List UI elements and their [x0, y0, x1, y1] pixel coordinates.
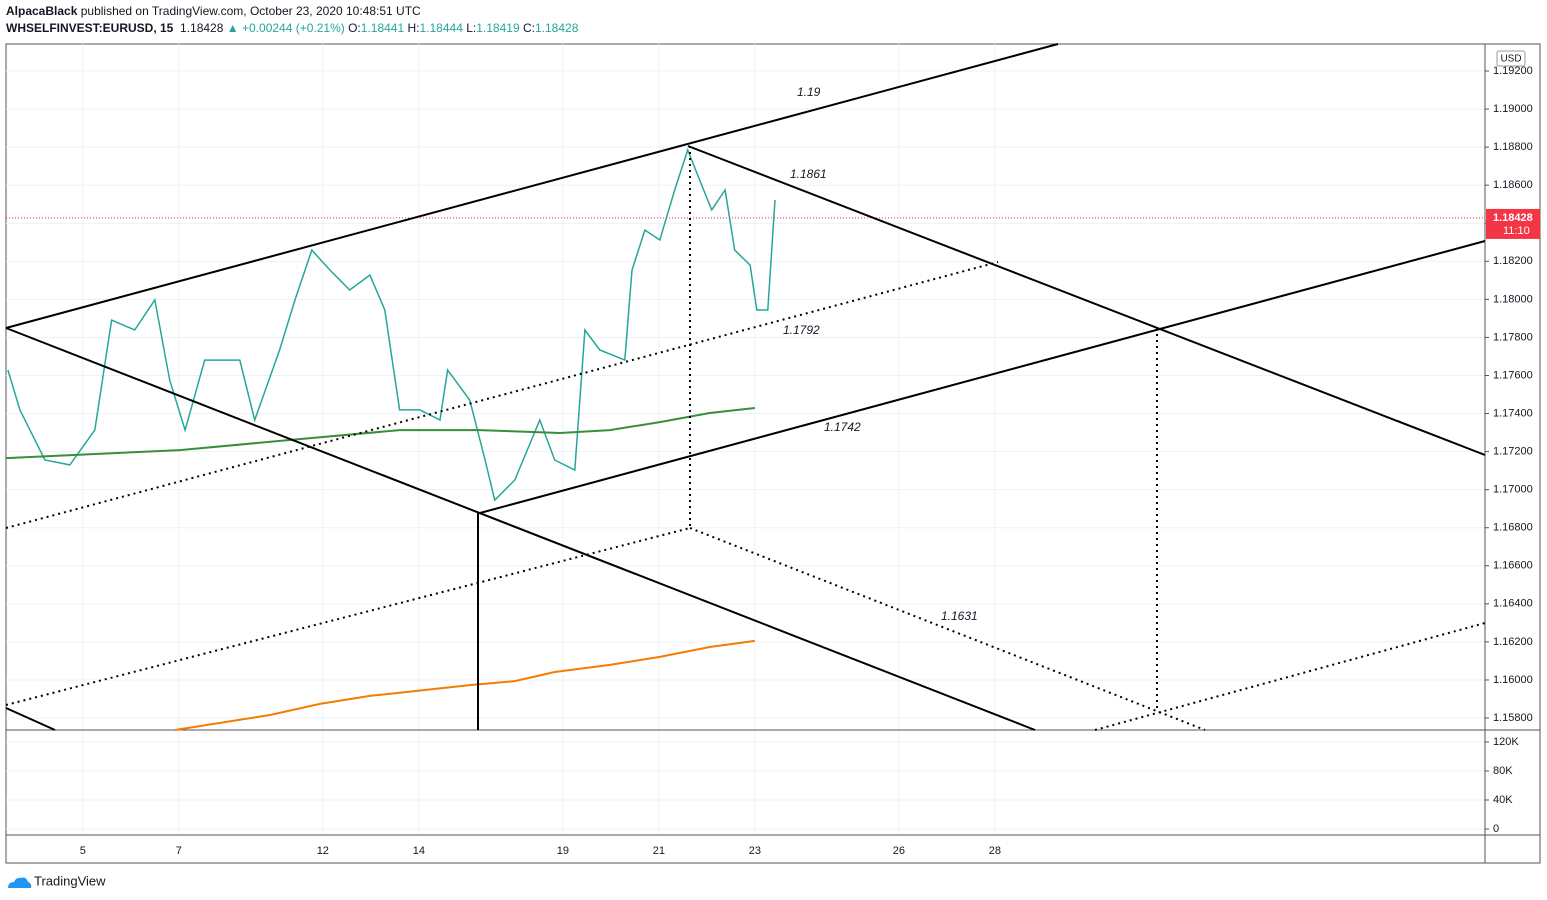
change: +0.00244 (+0.21%): [242, 21, 345, 35]
frame: [5, 43, 1541, 864]
y-tick-label: 1.18600: [1493, 179, 1533, 191]
dotted-line: [1094, 622, 1486, 731]
y-tick-label: 1.16400: [1493, 598, 1533, 610]
x-tick-label: 28: [989, 845, 1001, 857]
symbol-line: WHSELFINVEST:EURUSD, 15 1.18428 ▲ +0.002…: [6, 21, 578, 35]
y-tick-label: 1.18800: [1493, 141, 1533, 153]
series-layer: [5, 147, 1485, 731]
x-tick-label: 23: [749, 845, 761, 857]
grid: [6, 44, 1485, 835]
ohlc-label: H:: [407, 21, 420, 35]
ohlc-label: L:: [466, 21, 477, 35]
ohlc: O:1.18441 H:1.18444 L:1.18419 C:1.18428: [348, 21, 578, 35]
logo: [8, 877, 32, 888]
ohlc-label: C:: [522, 21, 535, 35]
x-tick-label: 12: [317, 845, 329, 857]
y-tick-label: 1.16800: [1493, 522, 1533, 534]
dotted-line: [5, 527, 691, 706]
trend-line: [687, 145, 1486, 456]
y-tick-label: 1.19200: [1493, 65, 1533, 77]
last-price-label: 1.18428: [1493, 212, 1533, 224]
x-tick-label: 5: [80, 845, 86, 857]
x-tick-label: 21: [653, 845, 665, 857]
y-tick-label: 1.18000: [1493, 293, 1533, 305]
dotted-line: [689, 527, 1206, 731]
y-tick-label: 0: [1493, 823, 1499, 835]
y-tick-label: 80K: [1493, 765, 1513, 777]
price-line: [5, 407, 756, 460]
drawings: [5, 43, 1486, 731]
author: AlpacaBlack: [6, 4, 78, 18]
trend-line: [479, 240, 1486, 514]
y-tick-label: 40K: [1493, 794, 1513, 806]
arrow: ▲: [226, 21, 239, 35]
annotation: 1.19: [797, 85, 821, 99]
y-tick-label: 1.17600: [1493, 369, 1533, 381]
x-tick-label: 26: [893, 845, 905, 857]
trend-line: [5, 43, 1059, 329]
y-tick-label: 120K: [1493, 736, 1519, 748]
y-tick-label: 1.15800: [1493, 712, 1533, 724]
ohlc-value: 1.18428: [534, 21, 579, 35]
trend-line: [5, 707, 56, 731]
annotation: 1.1742: [824, 420, 861, 434]
y-tick-label: 1.18200: [1493, 255, 1533, 267]
last: 1.18428: [180, 21, 224, 35]
y-tick-label: 1.17200: [1493, 446, 1533, 458]
y-tick-label: 1.17000: [1493, 484, 1533, 496]
brand: TradingView: [34, 873, 106, 888]
annotation: 1.1631: [941, 609, 978, 623]
publish-info: published on TradingView.com, October 23…: [80, 4, 421, 18]
axes: 5 7 12 14 19 21 23 26 28 1.15800 1.16000 1.16200 1.1…: [80, 65, 1540, 857]
symbol: WHSELFINVEST:EURUSD, 15: [6, 21, 174, 35]
last-price-box: [1486, 208, 1540, 239]
x-tick-label: 14: [413, 845, 425, 857]
y-tick-label: 1.16200: [1493, 636, 1533, 648]
ohlc-value: 1.18444: [419, 21, 463, 35]
footer: TradingView: [8, 873, 106, 888]
y-tick-label: 1.17400: [1493, 407, 1533, 419]
y-tick-label: 1.16600: [1493, 560, 1533, 572]
x-tick-label: 7: [176, 845, 182, 857]
annotation: 1.1861: [790, 167, 827, 181]
ohlc-value: 1.18419: [476, 21, 520, 35]
ohlc-label: O:: [348, 21, 361, 35]
currency-box: [1496, 50, 1526, 67]
ohlc-value: 1.18441: [360, 21, 405, 35]
trend-line: [5, 327, 1036, 731]
price-line: [7, 147, 776, 502]
countdown: 11:10: [1503, 225, 1530, 237]
x-tick-label: 19: [557, 845, 569, 857]
price-line: [174, 639, 756, 731]
y-tick-label: 1.19000: [1493, 103, 1533, 115]
currency: USD: [1500, 54, 1521, 65]
y-tick-label: 1.16000: [1493, 674, 1533, 686]
publish-line: AlpacaBlack published on TradingView.com…: [6, 4, 421, 18]
annotation: 1.1792: [783, 323, 820, 337]
y-tick-label: 1.17800: [1493, 331, 1533, 343]
